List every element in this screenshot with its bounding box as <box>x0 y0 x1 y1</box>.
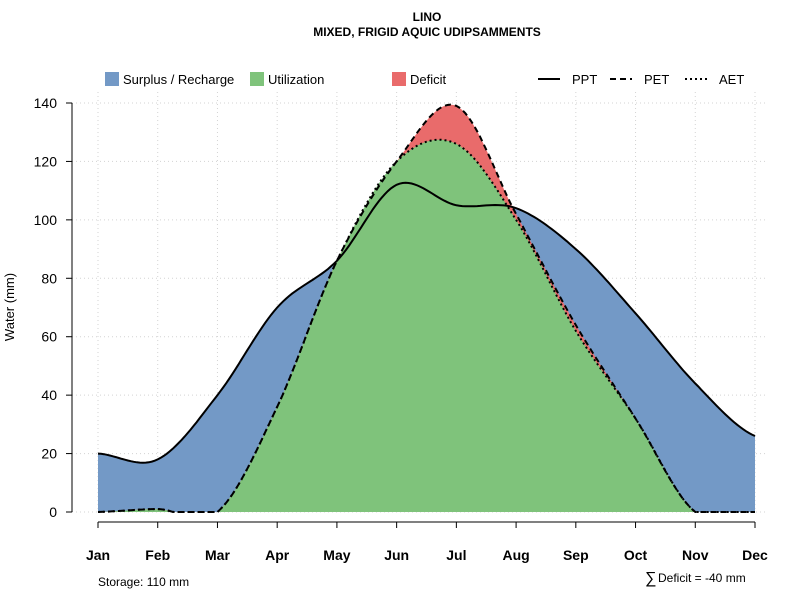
utilization-area <box>98 139 755 512</box>
axes: 0 20 40 60 80 100 120 140 Jan Feb Mar Apr May Jun Jul A… <box>34 95 768 563</box>
x-tick-label: Apr <box>265 547 290 563</box>
y-axis-label: Water (mm) <box>2 273 17 341</box>
x-tick-label: Jul <box>446 547 466 563</box>
x-tick-label: Jun <box>384 547 409 563</box>
legend: Surplus / Recharge Utilization Deficit PPT P… <box>105 72 744 87</box>
x-tick-label: Feb <box>145 547 170 563</box>
storage-annotation: Storage: 110 mm <box>98 575 189 589</box>
legend-label: Surplus / Recharge <box>123 72 234 87</box>
x-tick-label: May <box>323 547 350 563</box>
y-tick-label: 40 <box>41 387 57 403</box>
deficit-annotation: Deficit = -40 mm <box>658 571 746 585</box>
legend-label: AET <box>719 72 744 87</box>
legend-label: Deficit <box>410 72 447 87</box>
x-tick-label: Oct <box>624 547 648 563</box>
y-tick-label: 100 <box>34 212 58 228</box>
y-tick-label: 60 <box>41 329 57 345</box>
y-tick-label: 120 <box>34 153 58 169</box>
legend-swatch <box>105 72 119 86</box>
y-tick-label: 0 <box>49 504 57 520</box>
x-tick-label: Nov <box>682 547 709 563</box>
lines <box>97 103 756 513</box>
x-tick-label: Jan <box>86 547 110 563</box>
y-tick-label: 80 <box>41 270 57 286</box>
x-tick-label: Dec <box>742 547 768 563</box>
legend-label: PET <box>644 72 669 87</box>
x-tick-label: Sep <box>563 547 589 563</box>
x-tick-label: Mar <box>205 547 230 563</box>
legend-label: PPT <box>572 72 597 87</box>
y-tick-label: 140 <box>34 95 58 111</box>
x-tick-label: Aug <box>502 547 529 563</box>
legend-swatch <box>392 72 406 86</box>
y-tick-label: 20 <box>41 446 57 462</box>
legend-swatch <box>250 72 264 86</box>
chart-title: LINO <box>413 10 442 24</box>
chart-subtitle: MIXED, FRIGID AQUIC UDIPSAMMENTS <box>313 25 541 39</box>
sum-symbol: ∑ <box>645 570 656 587</box>
ppt-line <box>97 181 756 464</box>
areas <box>98 104 755 513</box>
legend-label: Utilization <box>268 72 324 87</box>
aet-line <box>97 138 755 513</box>
